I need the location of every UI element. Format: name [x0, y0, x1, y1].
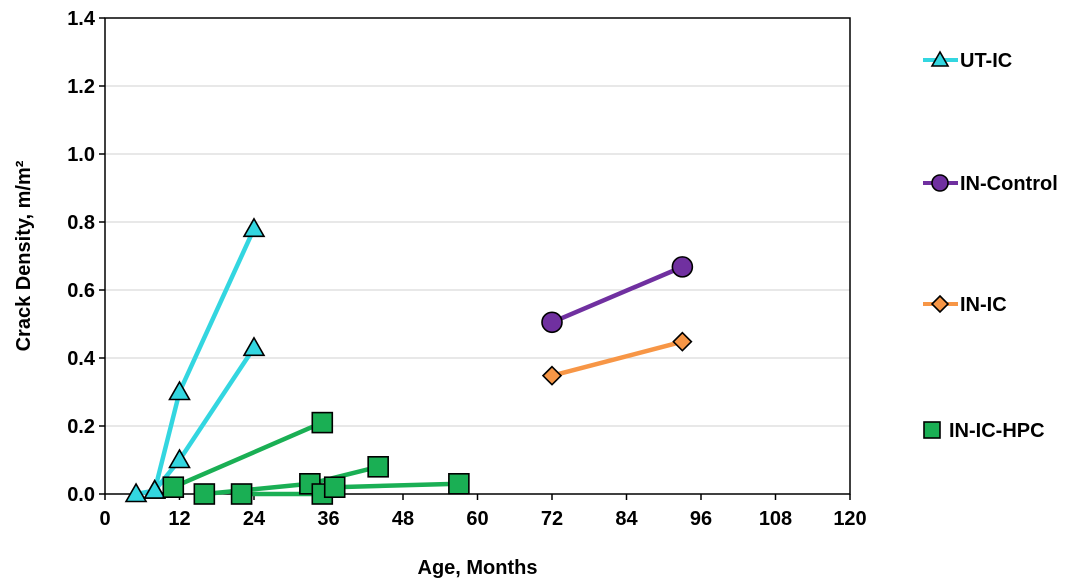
y-axis-title: Crack Density, m/m² [13, 160, 35, 351]
x-tick-label: 0 [99, 508, 110, 530]
data-point-square [230, 483, 253, 505]
series-line [549, 339, 685, 378]
legend-label: IN-Control [960, 173, 1058, 195]
x-tick-label: 24 [243, 508, 266, 530]
y-tick-label: 0.0 [67, 484, 95, 506]
legend-marker-diamond [930, 294, 950, 314]
data-point-square [448, 472, 470, 495]
data-point-triangle [242, 336, 266, 357]
y-tick-label: 1.4 [67, 8, 96, 30]
x-tick-label: 120 [833, 508, 866, 530]
y-tick-label: 0.4 [67, 348, 96, 370]
x-axis-title: Age, Months [418, 557, 538, 579]
legend-marker-square [923, 421, 941, 439]
x-tick-label: 72 [541, 508, 563, 530]
x-tick-label: 84 [615, 508, 638, 530]
x-tick-label: 108 [759, 508, 792, 530]
data-point-triangle [168, 380, 191, 401]
legend-label: IN-IC-HPC [949, 420, 1045, 442]
data-point-triangle [124, 482, 148, 503]
y-tick-label: 0.6 [67, 280, 95, 302]
legend-label: UT-IC [960, 50, 1012, 72]
legend-item: IN-IC-HPC [923, 420, 1045, 442]
series-in-control [541, 256, 694, 334]
series-ut-ic [124, 217, 266, 503]
legend-marker-triangle [930, 50, 950, 67]
data-point-diamond [672, 331, 693, 352]
y-tick-label: 1.0 [67, 144, 95, 166]
data-point-circle [671, 256, 694, 278]
data-series [124, 217, 694, 505]
series-line [549, 264, 685, 325]
gridlines [105, 85, 850, 427]
series-line [171, 420, 325, 490]
series-line [133, 226, 257, 497]
data-point-triangle [143, 478, 167, 499]
x-tick-label: 60 [466, 508, 488, 530]
legend-marker-circle [931, 174, 949, 192]
data-point-square [193, 483, 216, 505]
data-point-circle [541, 311, 563, 334]
data-point-triangle [168, 448, 191, 469]
legend-item: IN-IC [923, 294, 1007, 316]
data-point-square [311, 411, 334, 434]
legend: UT-IC IN-Control IN-IC IN-IC-HPC [923, 50, 1058, 442]
series-in-ic [541, 331, 693, 386]
data-point-square [162, 476, 185, 499]
x-tick-label: 12 [168, 508, 190, 530]
series-in-ic-hpc [162, 411, 470, 505]
legend-label: IN-IC [960, 294, 1007, 316]
x-tick-label: 48 [392, 508, 414, 530]
y-tick-label: 1.2 [67, 76, 95, 98]
data-point-square [323, 476, 346, 499]
y-tick-label: 0.8 [67, 212, 95, 234]
legend-item: IN-Control [923, 173, 1058, 195]
legend-item: UT-IC [923, 50, 1012, 72]
data-point-diamond [541, 365, 563, 386]
data-point-triangle [242, 217, 266, 238]
axis-ticks: 0.0 0.2 0.4 0.6 0.8 1.0 1.2 1.4 0 12 24 36 48 60 72 84 9… [67, 8, 867, 530]
x-tick-label: 96 [690, 508, 712, 530]
y-tick-label: 0.2 [67, 416, 95, 438]
data-point-square [367, 455, 389, 478]
x-tick-label: 36 [317, 508, 339, 530]
